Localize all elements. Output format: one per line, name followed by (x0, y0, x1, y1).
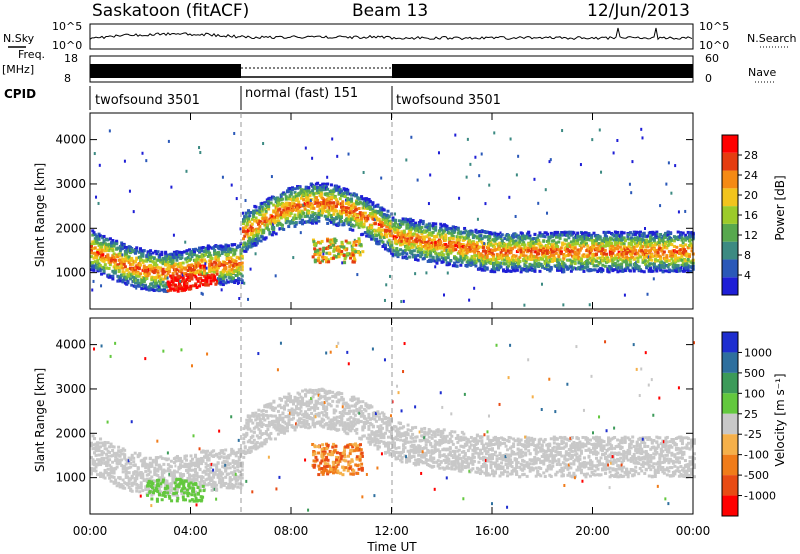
x-tick-label: 20:00 (575, 524, 610, 538)
station-title: Saskatoon (fitACF) (92, 1, 249, 21)
colorbar-tick-label: 28 (744, 149, 758, 162)
y-tick-label: 3000 (55, 177, 86, 191)
velocity-panel: 1000 2000 3000 4000 Slant Range [km] 1000 50… (33, 317, 787, 517)
velocity-colorbar-label: Velocity [m s⁻¹] (773, 373, 787, 466)
nave-tick-top: 60 (705, 52, 719, 65)
beam-title: Beam 13 (352, 1, 428, 21)
power-colorbar: 4 8 12 16 20 24 28 (721, 134, 758, 296)
velocity-data (90, 340, 696, 512)
freq-tick-top: 18 (64, 52, 78, 65)
colorbar-swatch (722, 206, 738, 224)
nave-tick-bottom: 0 (705, 72, 712, 85)
colorbar-tick-label: 12 (744, 229, 758, 242)
colorbar-swatch (722, 495, 738, 516)
y-tick-label: 4000 (55, 338, 86, 352)
x-tick-label: 16:00 (475, 524, 510, 538)
x-axis: 00:00 04:00 08:00 12:00 16:00 20:00 00:00 (73, 113, 711, 538)
colorbar-tick-label: -25 (744, 428, 762, 441)
colorbar-swatch (722, 188, 738, 207)
colorbar-tick-label: 24 (744, 169, 758, 182)
y-tick-label: 1000 (55, 266, 86, 280)
power-panel: 1000 2000 3000 4000 Slant Range [km] 4 8 12 16… (33, 112, 787, 310)
nsearch-label: N.Search (747, 32, 797, 45)
power-yticks: 1000 2000 3000 4000 (55, 133, 693, 280)
nsky-label: N.Sky (3, 32, 35, 45)
freq-label-1: Freq. (18, 48, 45, 61)
nave-label: Nave (748, 66, 776, 79)
colorbar-tick-label: 4 (744, 269, 751, 282)
nsky-tick-top: 10^5 (52, 20, 82, 33)
nsky-tick-bottom: 10^0 (52, 39, 82, 52)
colorbar-swatch (722, 475, 738, 496)
colorbar-tick-label: 16 (744, 209, 758, 222)
colorbar-swatch (722, 259, 738, 278)
colorbar-swatch (722, 434, 738, 455)
velocity-colorbar: 1000 500 100 25 -25 -100 -500 -1000 (721, 331, 776, 517)
colorbar-tick-label: 500 (744, 367, 765, 380)
colorbar-swatch (722, 277, 738, 295)
y-tick-label: 1000 (55, 471, 86, 485)
x-tick-label: 08:00 (274, 524, 309, 538)
y-tick-label: 2000 (55, 221, 86, 235)
freq-panel: Freq. [MHz] 18 8 60 0 Nave (2, 48, 776, 85)
colorbar-swatch (722, 170, 738, 189)
colorbar-swatch (722, 454, 738, 476)
y-tick-label: 2000 (55, 426, 86, 440)
colorbar-swatch (722, 413, 738, 435)
x-tick-label: 00:00 (73, 524, 108, 538)
colorbar-swatch (722, 352, 738, 373)
colorbar-tick-label: 20 (744, 189, 758, 202)
y-tick-label: 3000 (55, 382, 86, 396)
colorbar-tick-label: -500 (744, 469, 769, 482)
power-colorbar-label: Power [dB] (773, 175, 787, 240)
colorbar-swatch (722, 241, 738, 260)
colorbar-tick-label: 100 (744, 387, 765, 400)
power-data (90, 127, 695, 307)
date-title: 12/Jun/2013 (587, 1, 690, 21)
cpid-segment-2: normal (fast) 151 (245, 86, 358, 101)
nsearch-tick-bottom: 10^0 (699, 39, 729, 52)
nsearch-tick-top: 10^5 (699, 20, 729, 33)
noise-panel: N.Sky 10^5 10^0 N.Search 10^5 10^0 (3, 20, 797, 52)
freq-tick-bottom: 8 (64, 72, 71, 85)
x-axis-label: Time UT (366, 540, 417, 554)
noise-trace (89, 27, 693, 41)
cpid-label: CPID (4, 87, 36, 101)
colorbar-swatch (722, 372, 738, 394)
colorbar-tick-label: 1000 (744, 346, 772, 359)
colorbar-swatch (722, 223, 738, 242)
colorbar-tick-label: -100 (744, 449, 769, 462)
power-ylabel: Slant Range [km] (33, 163, 47, 267)
colorbar-tick-label: 8 (744, 249, 751, 262)
x-tick-label: 00:00 (676, 524, 711, 538)
colorbar-swatch (722, 393, 738, 414)
colorbar-swatch (722, 135, 738, 153)
y-tick-label: 4000 (55, 133, 86, 147)
colorbar-swatch (722, 332, 738, 353)
freq-label-2: [MHz] (2, 63, 34, 76)
velocity-yticks: 1000 2000 3000 4000 (55, 338, 693, 485)
x-tick-label: 04:00 (173, 524, 208, 538)
x-tick-label: 12:00 (374, 524, 409, 538)
cpid-segment-1: twofsound 3501 (95, 93, 200, 108)
velocity-ylabel: Slant Range [km] (33, 368, 47, 472)
cpid-row: CPID twofsound 3501 normal (fast) 151 tw… (4, 86, 501, 110)
colorbar-tick-label: -1000 (744, 490, 776, 503)
cpid-segment-3: twofsound 3501 (396, 93, 501, 108)
colorbar-swatch (722, 152, 738, 171)
colorbar-tick-label: 25 (744, 408, 758, 421)
